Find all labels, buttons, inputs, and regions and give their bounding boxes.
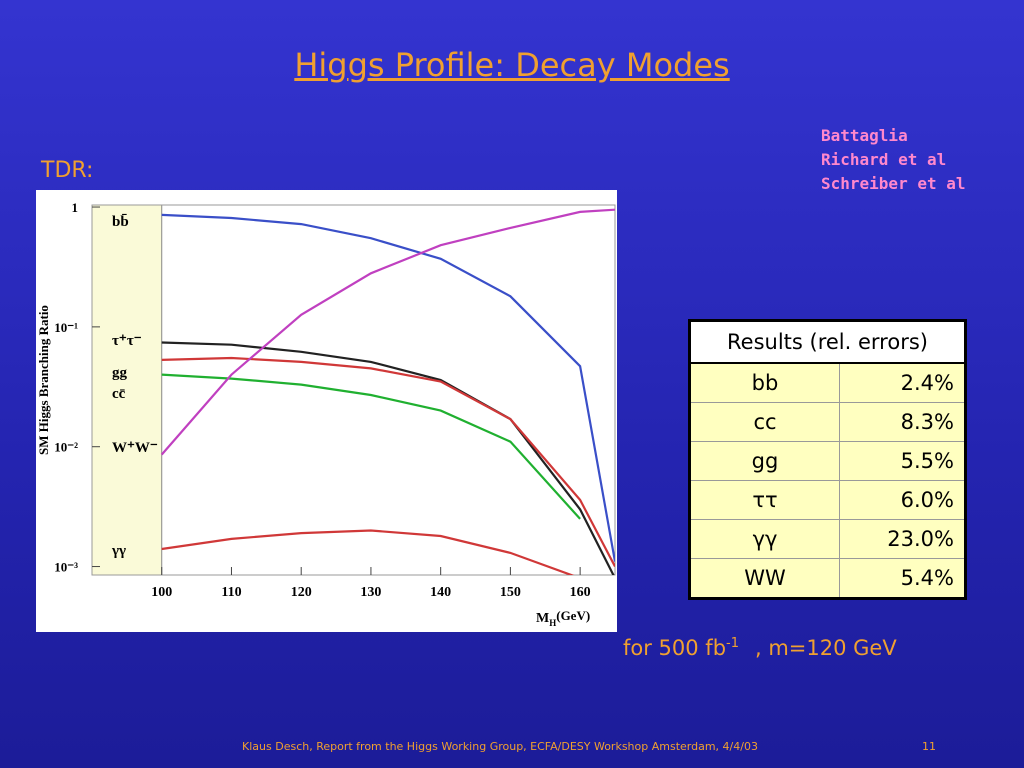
y-tick-label: 10⁻² — [54, 440, 78, 455]
table-header: Results (rel. errors) — [689, 320, 966, 364]
results-table: Results (rel. errors) bb 2.4% cc 8.3% gg 5.5% τ… — [688, 319, 967, 600]
curve-label: cc̄ — [112, 386, 126, 402]
page-number: 11 — [922, 740, 936, 753]
author: Schreiber et al — [821, 174, 966, 193]
curve — [161, 529, 575, 575]
x-tick-label: 120 — [291, 585, 312, 600]
rel-error: 2.4% — [839, 362, 966, 403]
label-band — [91, 204, 163, 576]
chart: 1 10⁻¹ 10⁻² 10⁻³ 100 110 120 130 140 150 160 SM Hig… — [36, 190, 617, 632]
y-tick-label: 10⁻³ — [54, 560, 78, 575]
plot-frame — [91, 204, 616, 576]
table-row: ττ 6.0% — [689, 480, 966, 520]
x-axis-label-main: M — [536, 611, 549, 626]
x-axis-label: MH(GeV) — [536, 608, 590, 628]
slide-title: Higgs Profile: Decay Modes — [294, 46, 730, 84]
x-axis-label-unit: (GeV) — [556, 608, 590, 623]
x-tick-label: 110 — [221, 585, 241, 600]
authors: Battaglia Richard et al Schreiber et al — [821, 124, 966, 196]
curve-label: bb̄ — [112, 214, 129, 230]
note: for 500 fb-1 , m=120 GeV — [623, 636, 897, 660]
rel-error: 8.3% — [839, 402, 966, 442]
author: Battaglia — [821, 126, 908, 145]
y-axis-label: SM Higgs Branching Ratio — [36, 305, 51, 455]
y-tick-label: 10⁻¹ — [54, 320, 78, 335]
table-row: gg 5.5% — [689, 441, 966, 481]
table-row: bb 2.4% — [689, 362, 966, 403]
note-superscript: -1 — [726, 636, 739, 651]
x-tick-label: 150 — [500, 585, 521, 600]
curve — [161, 373, 581, 520]
author: Richard et al — [821, 150, 947, 169]
x-tick-label: 130 — [360, 585, 381, 600]
decay-mode: γγ — [689, 519, 840, 559]
tdr-label: TDR: — [41, 158, 94, 183]
decay-mode: cc — [689, 402, 840, 442]
decay-mode: bb — [689, 362, 840, 403]
rel-error: 23.0% — [839, 519, 966, 559]
curve-label: W⁺W⁻ — [112, 440, 158, 456]
note-suffix: , m=120 GeV — [755, 636, 897, 660]
curve — [160, 208, 615, 456]
table-row: cc 8.3% — [689, 402, 966, 442]
rel-error: 5.4% — [839, 558, 966, 599]
x-tick-label: 140 — [430, 585, 451, 600]
curve — [161, 341, 615, 575]
header-row: Results (rel. errors) — [689, 320, 966, 364]
table-row: WW 5.4% — [689, 558, 966, 599]
curve-label: gg — [112, 365, 128, 381]
rel-error: 5.5% — [839, 441, 966, 481]
curve — [161, 356, 615, 568]
x-tick-label: 160 — [570, 585, 591, 600]
footer: Klaus Desch, Report from the Higgs Worki… — [242, 740, 758, 753]
note-text: for 500 fb — [623, 636, 727, 660]
decay-mode: gg — [689, 441, 840, 481]
curve — [161, 213, 615, 562]
y-tick-label: 1 — [72, 200, 79, 215]
decay-mode: WW — [689, 558, 840, 599]
curve-label: τ⁺τ⁻ — [112, 333, 142, 349]
x-axis-label-sub: H — [549, 618, 556, 628]
rel-error: 6.0% — [839, 480, 966, 520]
curve-label: γγ — [111, 543, 126, 559]
x-tick-label: 100 — [151, 585, 172, 600]
decay-mode: ττ — [689, 480, 840, 520]
table-row: γγ 23.0% — [689, 519, 966, 559]
